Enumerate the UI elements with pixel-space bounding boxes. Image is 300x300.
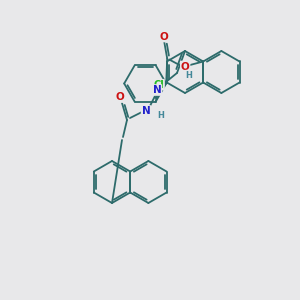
Text: O: O — [181, 61, 190, 71]
Text: H: H — [186, 70, 192, 80]
Text: Cl: Cl — [153, 80, 164, 90]
Text: N: N — [142, 106, 150, 116]
Text: N: N — [153, 85, 161, 95]
Text: O: O — [160, 32, 169, 41]
Text: H: H — [158, 112, 164, 121]
Text: O: O — [116, 92, 124, 102]
